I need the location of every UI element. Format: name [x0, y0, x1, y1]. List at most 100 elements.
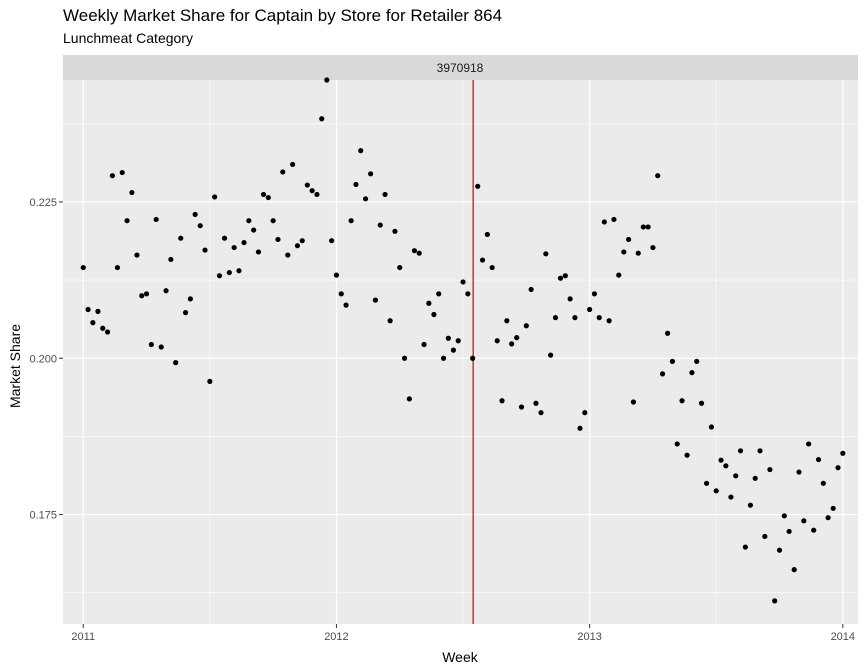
data-point [596, 315, 602, 321]
data-point [781, 513, 787, 519]
data-point [445, 335, 451, 341]
data-point [372, 297, 379, 303]
data-point [713, 488, 719, 494]
data-point [109, 173, 115, 179]
data-point [479, 257, 486, 263]
data-point [572, 315, 578, 321]
data-point [421, 341, 427, 348]
x-tick-label: 2014 [831, 631, 855, 643]
data-point [815, 456, 822, 463]
data-point [207, 378, 213, 384]
data-point [786, 528, 792, 535]
data-point [611, 216, 617, 223]
data-point [338, 291, 344, 297]
data-point [251, 227, 257, 233]
data-point [221, 235, 228, 241]
data-point [265, 194, 271, 201]
data-point [143, 291, 150, 297]
data-point [494, 338, 500, 344]
data-point [820, 480, 826, 486]
facet-strip-label: 3970918 [437, 61, 484, 75]
data-point [285, 252, 291, 258]
data-point [538, 410, 544, 416]
data-point [348, 218, 354, 224]
data-point [698, 400, 705, 406]
data-point [801, 518, 807, 524]
data-point [304, 182, 310, 188]
data-point [431, 311, 437, 318]
data-point [621, 249, 627, 255]
data-point [650, 244, 656, 251]
data-point [377, 222, 383, 228]
data-point [153, 216, 159, 223]
data-point [772, 598, 778, 604]
data-point [733, 473, 739, 479]
data-point [747, 502, 753, 508]
chart-subtitle: Lunchmeat Category [63, 30, 193, 46]
data-point [255, 249, 262, 255]
data-point [280, 169, 286, 175]
data-point [659, 371, 666, 377]
data-point [387, 318, 393, 324]
data-point [241, 239, 247, 246]
data-point [411, 248, 418, 254]
data-point [708, 424, 715, 430]
data-point [728, 494, 734, 500]
data-point [329, 238, 335, 244]
data-point [401, 355, 408, 361]
data-point [455, 338, 461, 344]
data-point [484, 231, 490, 238]
data-point [436, 291, 442, 297]
data-point [119, 169, 125, 176]
data-point [319, 116, 325, 122]
data-point [392, 228, 398, 234]
y-tick-label: 0.200 [29, 353, 57, 365]
data-point [840, 450, 846, 456]
data-point [669, 358, 676, 364]
data-point [665, 330, 671, 336]
facet-strip [63, 55, 858, 80]
data-point [830, 505, 836, 511]
data-point [440, 355, 447, 361]
data-point [368, 171, 374, 177]
data-point [514, 335, 520, 341]
y-axis-ticks: 0.175 0.200 0.225 [29, 197, 63, 522]
data-point [426, 300, 432, 306]
data-point [134, 252, 140, 258]
data-point [460, 279, 466, 285]
data-point [509, 341, 515, 347]
x-tick-label: 2013 [577, 631, 601, 643]
data-point [689, 370, 695, 376]
data-point [290, 161, 296, 168]
data-point [80, 264, 86, 271]
data-point [353, 181, 359, 188]
data-point [95, 308, 101, 314]
data-point [450, 347, 457, 353]
data-point [606, 318, 612, 324]
data-point [679, 398, 685, 404]
x-tick-label: 2011 [71, 631, 95, 643]
data-point [723, 463, 729, 469]
data-point [343, 302, 349, 308]
data-point [630, 399, 637, 405]
data-point [397, 264, 403, 271]
data-point [640, 224, 646, 230]
y-axis-title: Market Share [7, 324, 23, 408]
data-point [406, 396, 412, 402]
data-point [796, 469, 802, 475]
data-point [382, 191, 388, 198]
data-point [260, 191, 267, 198]
grid-major [63, 80, 858, 624]
chart-title: Weekly Market Share for Captain by Store… [63, 6, 503, 25]
data-point [523, 323, 529, 329]
data-point [212, 194, 218, 200]
data-point [168, 256, 174, 263]
data-point [616, 272, 622, 278]
data-point [187, 296, 193, 302]
data-point [299, 238, 305, 244]
data-point [314, 191, 320, 198]
data-point [202, 247, 208, 253]
data-point [158, 344, 164, 350]
data-point [557, 275, 564, 281]
